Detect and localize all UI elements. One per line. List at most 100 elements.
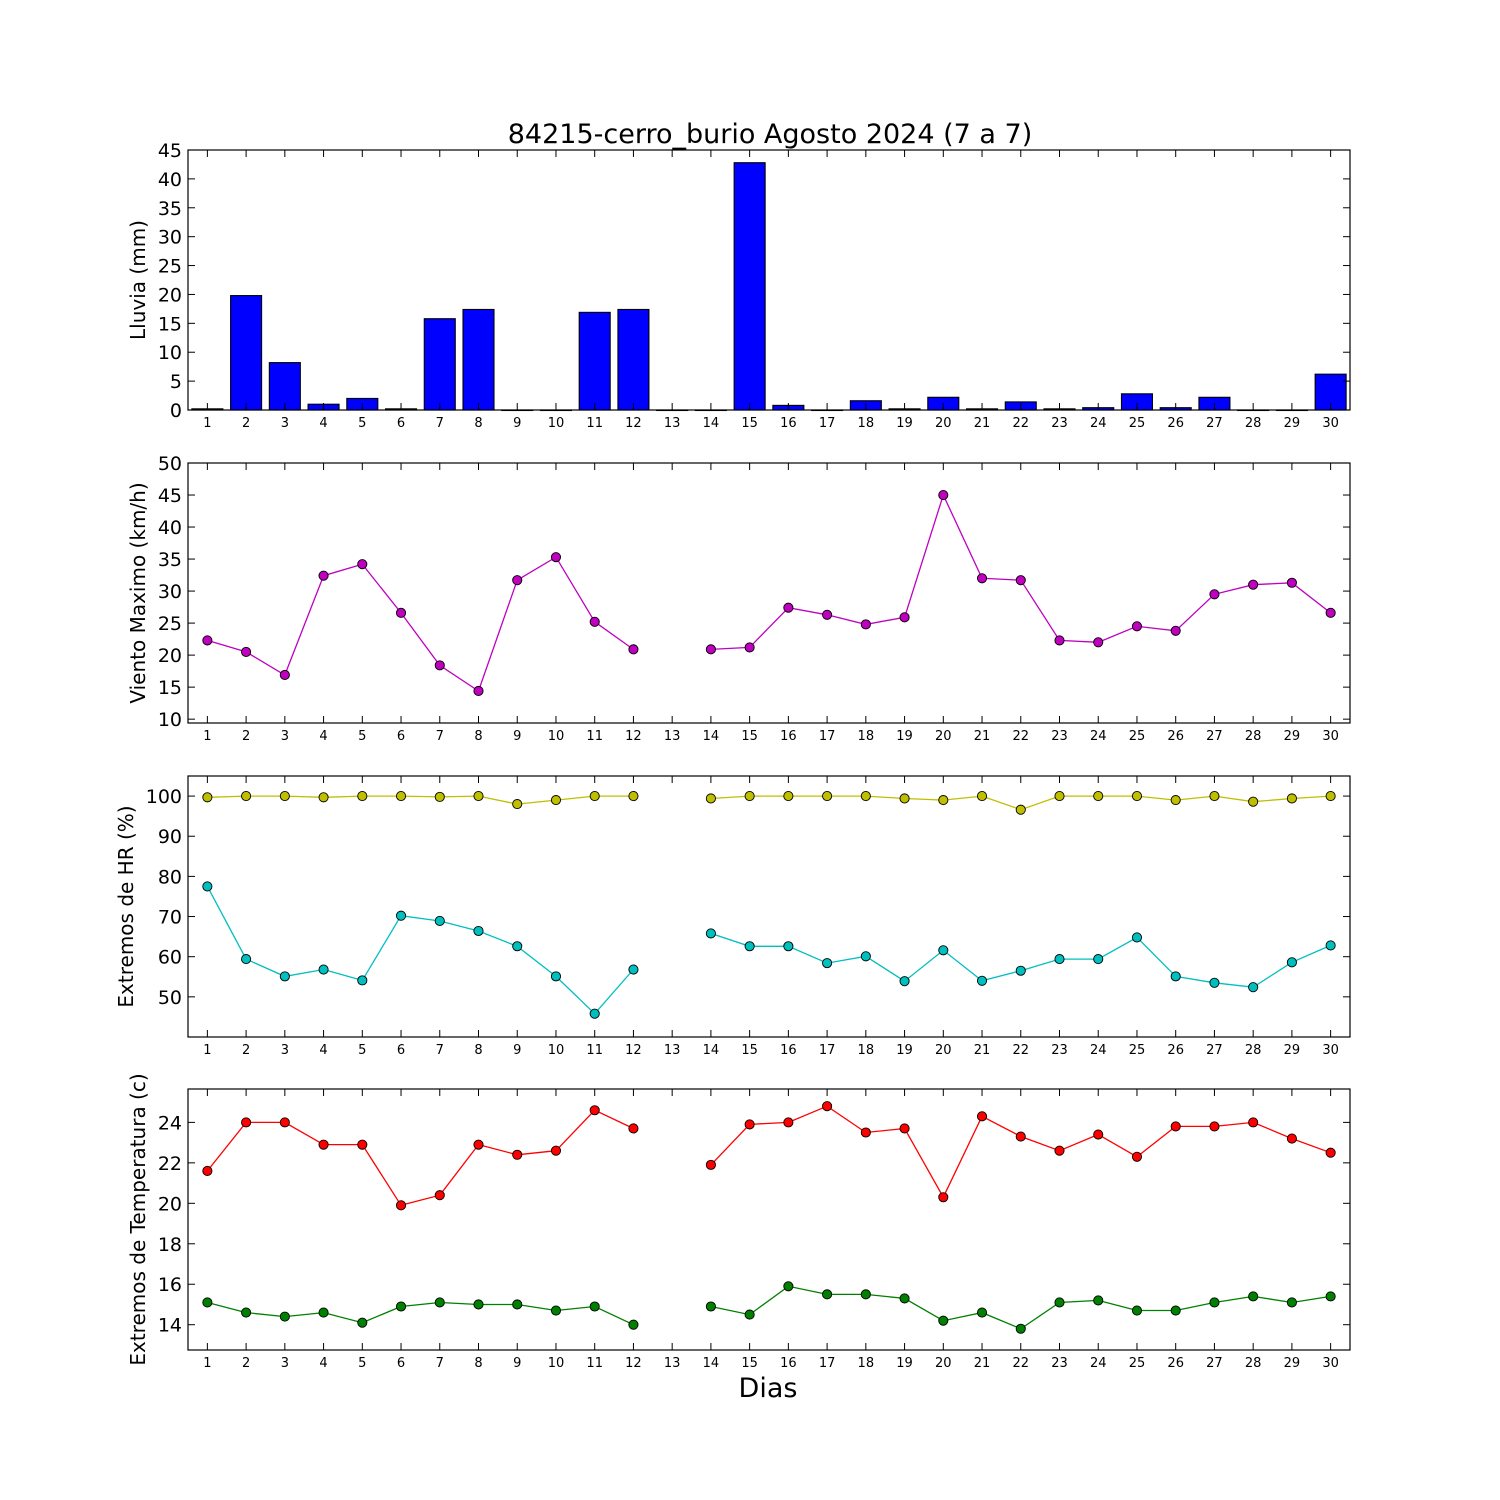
x-tick-label: 28 bbox=[1245, 1356, 1262, 1371]
series-2-point-day-24 bbox=[1093, 1295, 1104, 1306]
series-2-point-day-14 bbox=[705, 928, 716, 939]
series-2-point-day-2 bbox=[241, 954, 252, 965]
series-1-point-day-12 bbox=[628, 1123, 639, 1134]
series-2-point-day-18 bbox=[860, 1289, 871, 1300]
x-tick-label: 16 bbox=[780, 416, 797, 431]
series-2-point-day-28 bbox=[1248, 982, 1259, 993]
x-tick-label: 7 bbox=[436, 1043, 444, 1058]
series-1-point-day-11 bbox=[589, 791, 600, 802]
series-2-point-day-29 bbox=[1286, 1297, 1297, 1308]
series-1-point-day-1 bbox=[202, 635, 213, 646]
series-1-point-day-24 bbox=[1093, 637, 1104, 648]
x-tick-label: 19 bbox=[896, 1043, 913, 1058]
x-tick-label: 11 bbox=[586, 729, 603, 744]
x-tick-label: 1 bbox=[203, 1356, 211, 1371]
series-1-point-day-18 bbox=[860, 791, 871, 802]
series-1-point-day-30 bbox=[1325, 1147, 1336, 1158]
series-1-line-2 bbox=[710, 493, 1331, 651]
x-tick-label: 12 bbox=[625, 729, 642, 744]
panel-2-ylabel: Viento Maximo (km/h) bbox=[126, 482, 150, 703]
series-1-point-day-29 bbox=[1286, 793, 1297, 804]
x-tick-label: 10 bbox=[548, 729, 565, 744]
x-tick-label: 6 bbox=[397, 729, 405, 744]
series-2-point-day-7 bbox=[434, 915, 445, 927]
series-1-point-day-4 bbox=[318, 1139, 329, 1150]
y-tick-label: 100 bbox=[146, 786, 182, 808]
series-2-point-day-27 bbox=[1209, 977, 1220, 988]
series-2-point-day-23 bbox=[1054, 1297, 1065, 1308]
series-1-point-day-7 bbox=[434, 791, 445, 802]
x-tick-label: 2 bbox=[242, 729, 250, 744]
y-tick-label: 90 bbox=[158, 826, 182, 848]
x-tick-label: 16 bbox=[780, 729, 797, 744]
x-tick-label: 4 bbox=[319, 1043, 327, 1058]
x-tick-label: 15 bbox=[741, 416, 758, 431]
rain-bar-day-8 bbox=[462, 308, 495, 411]
series-2-point-day-16 bbox=[783, 941, 794, 952]
series-2-point-day-1 bbox=[202, 1297, 213, 1308]
x-tick-label: 26 bbox=[1167, 729, 1184, 744]
series-1-point-day-14 bbox=[705, 793, 716, 804]
x-tick-label: 17 bbox=[819, 416, 836, 431]
x-tick-label: 19 bbox=[896, 416, 913, 431]
series-1-point-day-24 bbox=[1093, 1129, 1104, 1140]
y-tick-label: 35 bbox=[158, 549, 182, 571]
x-tick-label: 10 bbox=[548, 1043, 565, 1058]
x-tick-label: 16 bbox=[780, 1356, 797, 1371]
x-tick-label: 18 bbox=[858, 729, 875, 744]
series-2-point-day-12 bbox=[628, 1319, 639, 1330]
chart-title: 84215-cerro_burio Agosto 2024 (7 a 7) bbox=[508, 119, 1033, 150]
x-tick-label: 9 bbox=[513, 1356, 521, 1371]
series-2-point-day-20 bbox=[938, 1315, 949, 1326]
x-tick-label: 8 bbox=[474, 729, 482, 744]
series-1-point-day-26 bbox=[1170, 625, 1181, 636]
x-tick-label: 3 bbox=[281, 1356, 289, 1371]
y-tick-label: 40 bbox=[158, 517, 182, 539]
y-tick-label: 20 bbox=[158, 1193, 182, 1215]
series-1-point-day-8 bbox=[473, 685, 484, 697]
x-tick-label: 25 bbox=[1129, 729, 1146, 744]
x-tick-label: 29 bbox=[1284, 1043, 1301, 1058]
x-tick-label: 15 bbox=[741, 1043, 758, 1058]
x-tick-label: 20 bbox=[935, 729, 952, 744]
series-1-point-day-9 bbox=[512, 799, 523, 810]
panel-2-frame bbox=[187, 462, 1351, 724]
series-2-point-day-6 bbox=[395, 1301, 407, 1312]
x-tick-label: 13 bbox=[664, 1356, 681, 1371]
x-tick-label: 7 bbox=[436, 416, 444, 431]
rain-bar-day-15 bbox=[733, 162, 766, 411]
series-1-point-day-27 bbox=[1209, 791, 1220, 802]
x-tick-label: 30 bbox=[1322, 416, 1339, 431]
x-tick-label: 20 bbox=[935, 416, 952, 431]
y-tick-label: 16 bbox=[158, 1274, 182, 1296]
y-tick-label: 10 bbox=[158, 709, 182, 731]
series-1-point-day-29 bbox=[1286, 577, 1297, 588]
x-tick-label: 11 bbox=[586, 416, 603, 431]
series-2-point-day-22 bbox=[1015, 1323, 1026, 1334]
series-2-point-day-21 bbox=[976, 1307, 988, 1318]
x-tick-label: 27 bbox=[1206, 729, 1223, 744]
x-tick-label: 26 bbox=[1167, 1043, 1184, 1058]
series-2-line-2 bbox=[710, 932, 1331, 988]
series-2-point-day-19 bbox=[899, 1293, 910, 1304]
series-1-point-day-21 bbox=[976, 791, 988, 802]
x-tick-label: 8 bbox=[474, 1356, 482, 1371]
x-tick-label: 21 bbox=[974, 1043, 991, 1058]
x-tick-label: 23 bbox=[1051, 416, 1068, 431]
series-1-point-day-23 bbox=[1054, 791, 1065, 802]
series-2-point-day-16 bbox=[783, 1281, 794, 1292]
series-1-point-day-16 bbox=[783, 1117, 794, 1128]
series-1-point-day-5 bbox=[357, 559, 368, 570]
y-tick-label: 40 bbox=[158, 169, 182, 191]
x-tick-label: 25 bbox=[1129, 1356, 1146, 1371]
x-tick-label: 5 bbox=[358, 1043, 366, 1058]
series-2-line-1 bbox=[206, 886, 634, 1015]
y-tick-label: 14 bbox=[158, 1315, 182, 1337]
series-1-point-day-29 bbox=[1286, 1133, 1297, 1144]
x-tick-label: 4 bbox=[319, 1356, 327, 1371]
x-tick-label: 2 bbox=[242, 416, 250, 431]
x-tick-label: 22 bbox=[1012, 1356, 1029, 1371]
series-1-point-day-8 bbox=[473, 791, 484, 802]
series-2-point-day-20 bbox=[938, 945, 949, 956]
